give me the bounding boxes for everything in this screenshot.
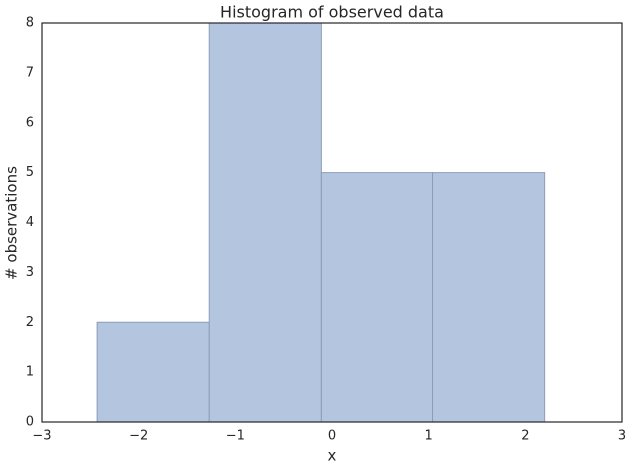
bar [320,172,434,423]
x-tick-label: 2 [521,429,529,444]
y-tick-label: 4 [26,215,34,230]
y-tick-label: 7 [26,65,34,80]
y-tick-label: 1 [26,365,34,380]
x-tick-label: 3 [618,429,626,444]
y-axis-label: # observations [3,166,21,280]
y-tick-label: 6 [26,115,34,130]
x-tick-label: 1 [425,429,433,444]
x-tick-label: 0 [328,429,336,444]
y-tick-label: 5 [26,165,34,180]
x-axis-label: x [328,447,337,465]
x-tick-label: −3 [32,429,51,444]
bar [208,22,322,423]
bar [96,321,210,423]
plot-frame [41,22,623,423]
y-tick-label: 8 [26,16,34,31]
y-tick-label: 3 [26,265,34,280]
x-tick-label: −1 [226,429,245,444]
y-tick-label: 2 [26,315,34,330]
x-tick-label: −2 [129,429,148,444]
chart-title: Histogram of observed data [220,3,444,22]
bar [432,172,546,423]
y-tick-label: 0 [26,415,34,430]
